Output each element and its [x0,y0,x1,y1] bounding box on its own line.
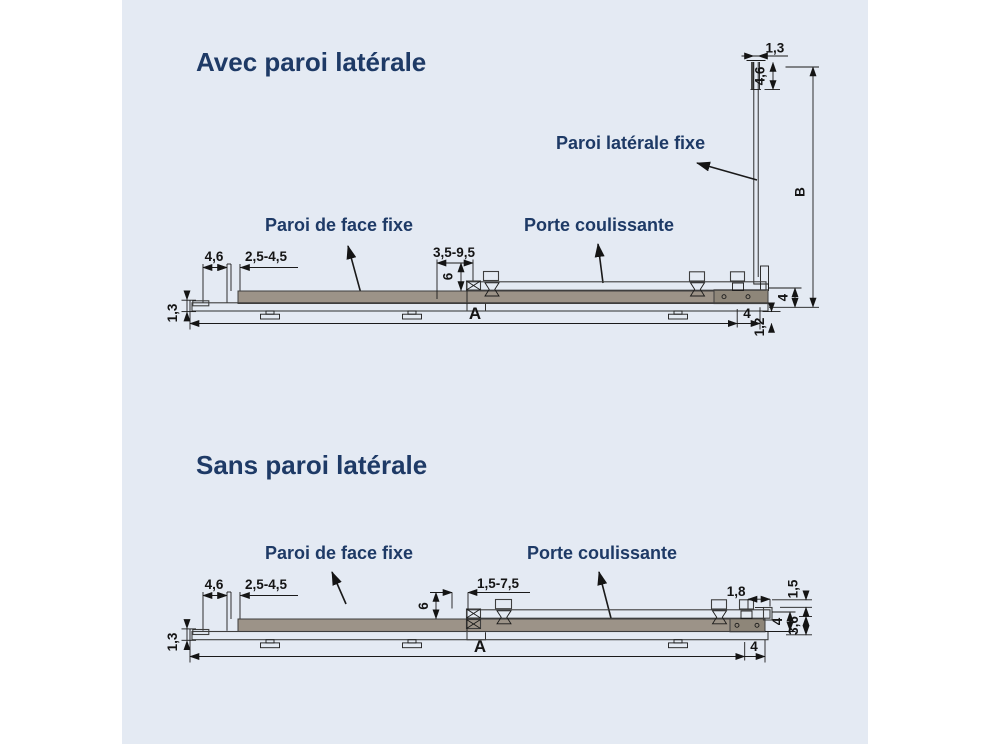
dim-rail-height: 1,3 [165,619,196,651]
label-sliding-door: Porte coulissante [524,215,674,235]
svg-text:A: A [474,637,486,656]
svg-text:2,5-4,5: 2,5-4,5 [245,249,288,264]
roller-carriage [710,599,728,610]
label-front-wall: Paroi de face fixe [265,215,413,235]
roller-carriage [729,271,746,282]
roller-carriage [688,271,706,282]
leader-side-wall [696,161,758,181]
diagram1-title: Avec paroi latérale [196,47,426,77]
svg-text:3,6: 3,6 [786,616,801,635]
sliding-door-section [465,270,767,312]
dim-door-end: 1,8 [727,584,771,609]
diagram-without-side-panel: Sans paroi latérale Paroi de face fixe P… [165,450,812,663]
svg-text:1,5: 1,5 [786,579,801,598]
svg-text:1,5-7,5: 1,5-7,5 [477,576,520,591]
roller-carriage [482,270,500,282]
dim-glass-depth: 4 [765,611,796,632]
dim-overlap: 3,5-9,5 [433,245,476,299]
svg-text:4,6: 4,6 [205,577,224,592]
bottom-rail [191,628,769,649]
dim-glass-offset: 2,5-4,5 [217,577,298,619]
svg-text:1,3: 1,3 [165,303,180,322]
svg-text:3,5-9,5: 3,5-9,5 [433,245,476,260]
svg-text:4: 4 [770,617,785,625]
end-guide [465,618,482,630]
dim-rail-depth: 1,2 [752,302,781,337]
dim-right-offset: 4 [735,639,758,661]
dim-corner-bottom: 4 [727,306,751,328]
label-front-wall: Paroi de face fixe [265,543,413,563]
dim-wall-thickness: 1,3 [741,41,788,60]
leader-sliding-door [597,571,613,623]
end-guide [465,280,482,291]
end-guide [465,608,482,619]
dim-profile-depth: 3,6 [786,616,812,636]
dim-glass-offset: 2,5-4,5 [217,249,298,291]
svg-text:1,8: 1,8 [727,584,746,599]
dim-wall-profile: 4,6 [753,61,780,91]
dim-door-gap: 1,5 [772,579,812,617]
fixed-glass-panel [237,618,743,632]
svg-text:2,5-4,5: 2,5-4,5 [245,577,288,592]
diagram2-title: Sans paroi latérale [196,450,427,480]
svg-text:1,3: 1,3 [766,41,785,56]
dim-total-height: B [785,66,819,308]
dim-total-width: A [189,300,761,330]
leader-sliding-door [594,243,605,284]
dim-rail-height: 1,3 [165,290,196,322]
fixed-glass-panel [237,290,745,304]
label-side-wall: Paroi latérale fixe [556,133,705,153]
dim-gap: 6 [441,262,465,292]
door-end-cap [762,606,773,621]
leader-front-wall [331,571,347,605]
svg-text:6: 6 [441,272,456,280]
svg-text:1,2: 1,2 [752,318,767,337]
svg-text:4: 4 [776,293,791,301]
svg-text:4: 4 [750,639,758,654]
svg-text:1,3: 1,3 [165,632,180,651]
svg-text:B: B [793,187,808,197]
panel-background [122,0,868,744]
label-sliding-door: Porte coulissante [527,543,677,563]
svg-text:4,6: 4,6 [753,66,768,85]
roller-carriage [494,598,513,610]
svg-text:4,6: 4,6 [205,249,224,264]
diagram-with-side-panel: Avec paroi latérale Paroi latérale fixe … [165,41,819,337]
svg-text:4: 4 [743,306,751,321]
dim-total-width: A [189,629,766,663]
roller-carriage [738,599,755,610]
dim-gap: 6 [416,591,440,620]
svg-text:A: A [469,304,481,323]
svg-text:6: 6 [416,602,431,610]
